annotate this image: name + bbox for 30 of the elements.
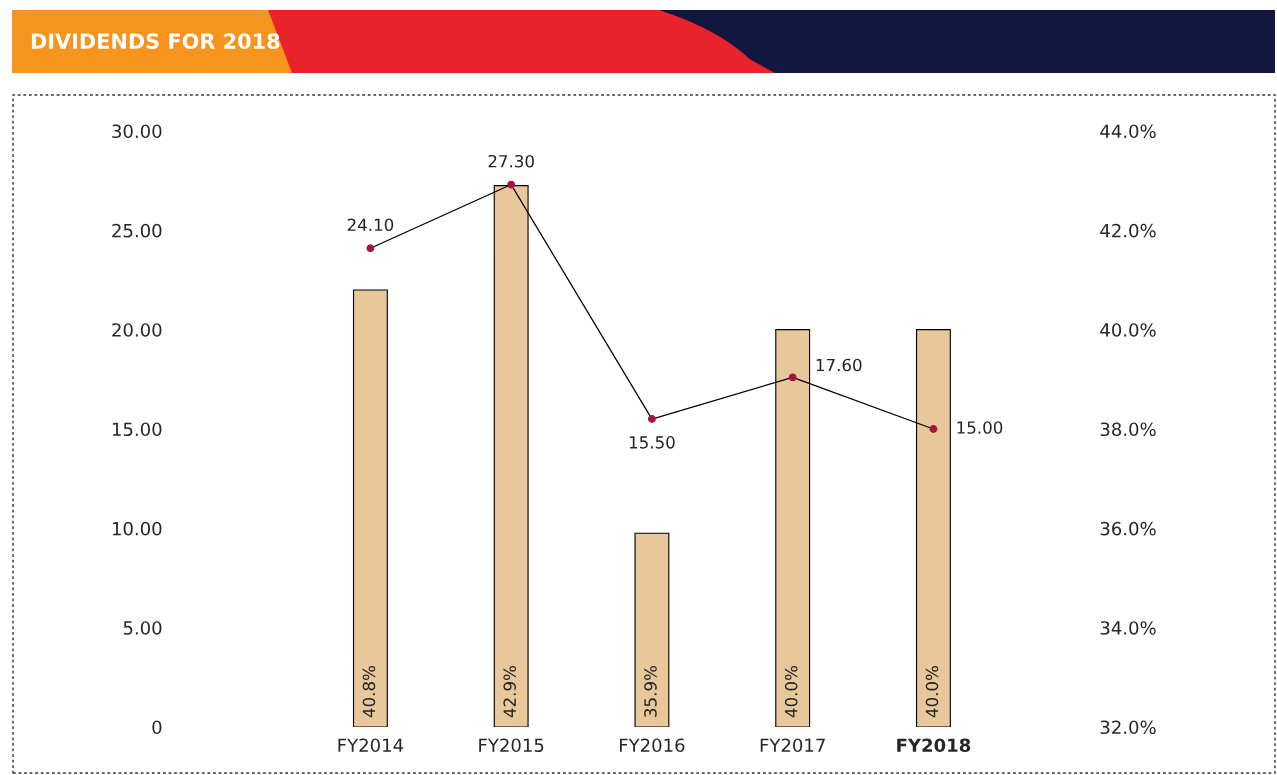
- data-label: 15.00: [957, 421, 1003, 434]
- y-tick-label: 5.00: [123, 621, 162, 635]
- y2-tick-label: 40.0%: [1100, 323, 1156, 337]
- x-tick-label: FY2017: [760, 738, 825, 753]
- y-tick-label: 0: [152, 720, 162, 735]
- data-label: 40.8%: [362, 666, 376, 718]
- data-label: 40.0%: [925, 666, 939, 718]
- data-label: 35.9%: [644, 666, 657, 717]
- y2-tick-label: 38.0%: [1100, 422, 1156, 437]
- y2-tick-label: 44.0%: [1100, 124, 1156, 139]
- data-label: 15.50: [629, 436, 675, 449]
- data-label: 17.60: [816, 358, 862, 372]
- data-label: 42.9%: [503, 666, 516, 718]
- data-label: 27.30: [488, 154, 534, 168]
- y-tick-label: 25.00: [112, 223, 162, 238]
- data-label: 40.0%: [784, 666, 798, 718]
- x-tick-label: FY2015: [479, 738, 544, 753]
- y-tick-label: 10.00: [112, 521, 162, 536]
- y2-tick-label: 36.0%: [1100, 521, 1156, 536]
- x-tick-label: FY2016: [620, 738, 685, 753]
- y2-tick-label: 42.0%: [1100, 223, 1156, 238]
- y2-tick-label: 32.0%: [1100, 720, 1156, 735]
- data-label: 24.10: [347, 218, 394, 232]
- y-tick-label: 20.00: [112, 323, 162, 337]
- y-tick-label: 15.00: [112, 422, 162, 437]
- x-tick-label: FY2014: [338, 738, 404, 753]
- chart-title: DIVIDENDS FOR 2018: [31, 33, 280, 50]
- y2-tick-label: 34.0%: [1100, 621, 1156, 635]
- y-tick-label: 30.00: [112, 124, 162, 139]
- x-tick-label: FY2018: [897, 738, 971, 753]
